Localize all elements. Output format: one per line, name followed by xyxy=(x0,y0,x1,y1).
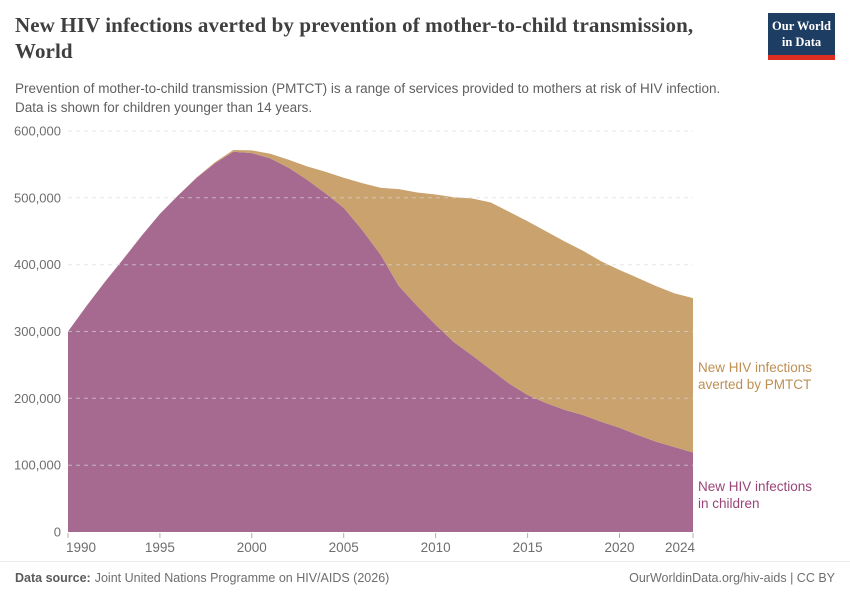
y-axis-label: 0 xyxy=(54,525,61,540)
y-axis-label: 100,000 xyxy=(14,458,61,473)
x-axis-label: 2020 xyxy=(604,540,634,555)
chart-title: New HIV infections averted by prevention… xyxy=(15,13,694,64)
data-source-text: Joint United Nations Programme on HIV/AI… xyxy=(94,571,390,585)
chart-footer: Data source: Joint United Nations Program… xyxy=(0,561,850,585)
x-axis-label: 1990 xyxy=(66,540,96,555)
chart-subtitle-line2: Data is shown for children younger than … xyxy=(15,99,313,115)
x-axis-label: 2010 xyxy=(421,540,451,555)
x-axis-label: 2000 xyxy=(237,540,267,555)
chart-subtitle-line1: Prevention of mother-to-child transmissi… xyxy=(15,81,721,96)
series-label-0-line1: in children xyxy=(698,496,760,511)
x-axis-label: 2005 xyxy=(329,540,359,555)
series-label-1-line0: New HIV infections xyxy=(698,360,812,375)
series-label-0-line0: New HIV infections xyxy=(698,479,812,494)
owid-logo: Our World in Data xyxy=(768,13,835,60)
data-source-label: Data source: xyxy=(15,571,91,585)
stacked-area-chart: 0 100,000 200,000 300,000 400,000 500,000 600,… xyxy=(14,124,812,556)
license-credit: OurWorldinData.org/hiv-aids | CC BY xyxy=(629,571,835,585)
owid-logo-line1: Our World xyxy=(772,19,831,33)
y-axis-label: 500,000 xyxy=(14,190,61,205)
area-series-1 xyxy=(68,150,693,453)
x-axis-label: 2024 xyxy=(665,540,696,555)
area-series-0 xyxy=(68,151,693,532)
y-axis-label: 400,000 xyxy=(14,257,61,272)
owid-logo-line2: in Data xyxy=(781,35,822,50)
series-label-1-line1: averted by PMTCT xyxy=(698,377,811,392)
data-source: Data source: Joint United Nations Program… xyxy=(15,571,389,585)
chart-subtitle: Prevention of mother-to-child transmissi… xyxy=(15,80,720,118)
y-axis-label: 600,000 xyxy=(14,124,61,139)
y-axis-label: 300,000 xyxy=(14,324,61,339)
x-axis-label: 2015 xyxy=(513,540,543,555)
y-axis-label: 200,000 xyxy=(14,391,61,406)
x-axis-label: 1995 xyxy=(145,540,175,555)
